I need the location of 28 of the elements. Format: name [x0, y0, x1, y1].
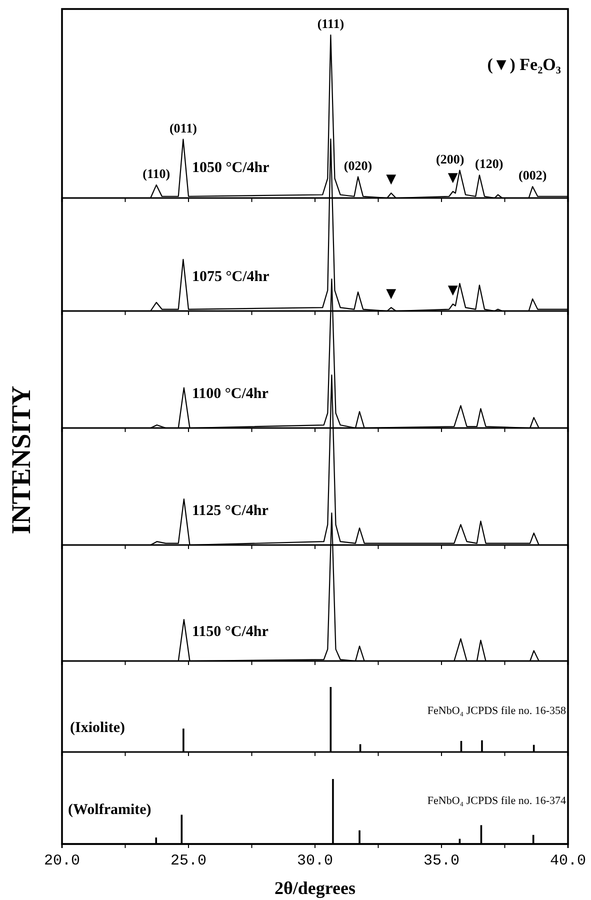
x-tick-label: 30.0	[296, 852, 334, 870]
annotation: 1050 °C/4hr	[192, 160, 270, 176]
x-tick-label: 35.0	[423, 852, 460, 870]
annotation: ▼	[448, 283, 458, 298]
x-axis-title: 2θ/degrees	[274, 878, 356, 898]
annotation: FeNbO₄ JCPDS file no. 16-374	[427, 795, 566, 807]
x-tick-label: 20.0	[44, 852, 80, 870]
x-tick-label: 25.0	[170, 852, 207, 870]
annotation: (120)	[474, 156, 504, 172]
annotation: (111)	[317, 16, 344, 31]
annotation: ▼	[386, 286, 396, 302]
x-tick-label: 40.0	[550, 852, 586, 870]
annotation: (110)	[142, 166, 170, 181]
annotation: 1125 °C/4hr	[192, 503, 269, 519]
annotation: 1150 °C/4hr	[192, 624, 269, 640]
annotation: (200)	[436, 151, 464, 166]
annotation: ▼	[386, 172, 396, 188]
annotation: (011)	[169, 120, 197, 136]
annotation: 1075 °C/4hr	[192, 269, 270, 285]
annotation: FeNbO₄ JCPDS file no. 16-358	[427, 705, 566, 717]
annotation: (▼) Fe₂O₃	[487, 55, 561, 74]
annotation: (020)	[344, 158, 372, 173]
annotation: (Ixiolite)	[70, 720, 125, 736]
annotation: ▼	[448, 170, 458, 186]
annotation: (002)	[518, 168, 547, 183]
y-axis-title: INTENSITY	[6, 386, 36, 534]
annotation: 1100 °C/4hr	[192, 386, 269, 402]
annotation: (Wolframite)	[68, 802, 152, 818]
